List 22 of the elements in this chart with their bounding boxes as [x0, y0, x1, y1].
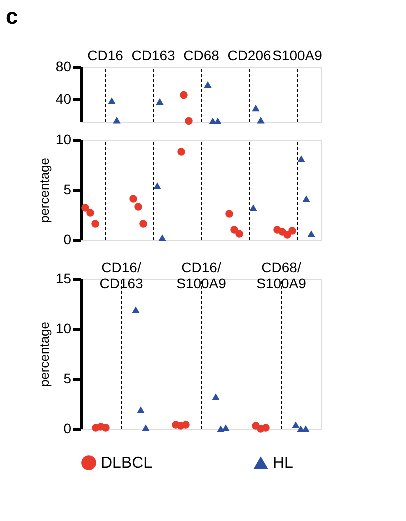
x-tick-label: CD68: [184, 48, 220, 64]
y-axis-title: percentage: [36, 158, 52, 224]
y-tick-label: 0: [64, 232, 72, 248]
y-tick-label: 40: [56, 90, 72, 107]
y-tick-label: 15: [56, 270, 72, 286]
x-tick-label: CD163: [132, 48, 176, 64]
y-tick-label: 5: [64, 370, 72, 386]
x-tick-label: CD68/S100A9: [256, 260, 307, 292]
y-tick-label: 10: [56, 320, 72, 336]
x-tick-label: CD16: [88, 48, 124, 64]
x-tick-label: CD16/S100A9: [176, 260, 227, 292]
y-tick-label: 5: [64, 182, 72, 198]
x-tick-label: CD16/CD163: [100, 260, 144, 292]
x-tick-label: S100A9: [272, 48, 323, 64]
y-tick-label: 10: [56, 132, 72, 148]
y-axis-title: percentage: [36, 322, 52, 388]
y-tick-label: 0: [64, 420, 72, 436]
legend-label: HL: [273, 455, 294, 472]
legend-label: DLBCL: [101, 455, 153, 472]
text: c: [6, 4, 18, 29]
y-tick-label: 80: [56, 58, 72, 74]
x-tick-label: CD206: [228, 48, 272, 64]
